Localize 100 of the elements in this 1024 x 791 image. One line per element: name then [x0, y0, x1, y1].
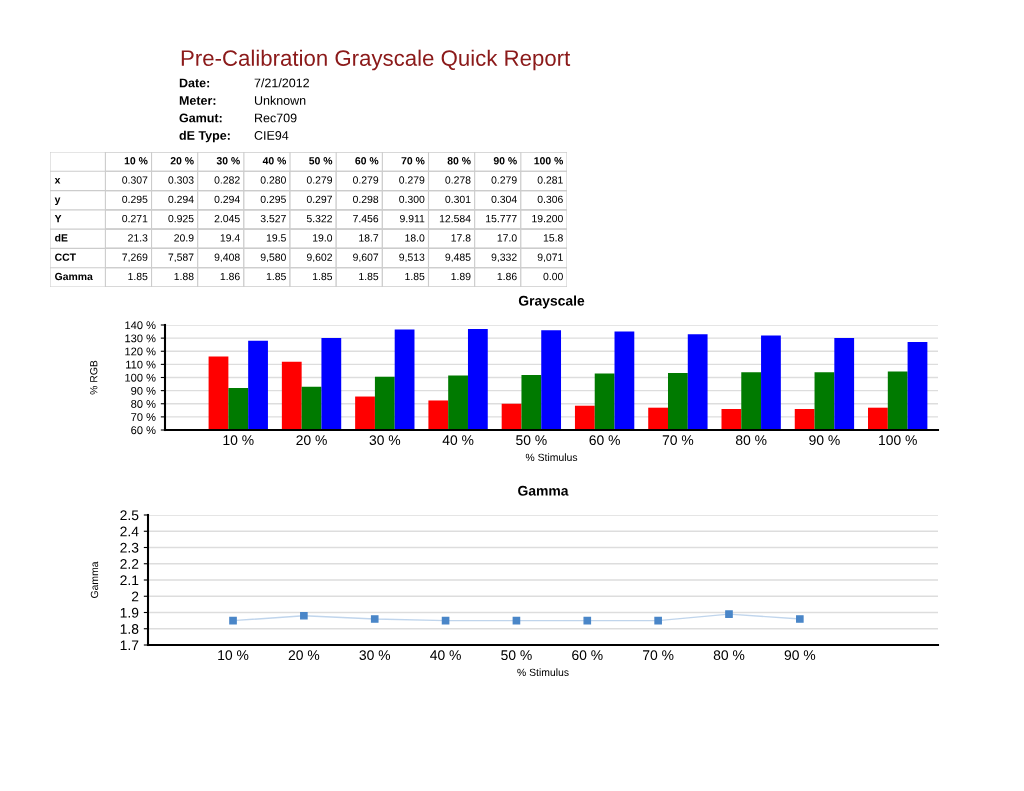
point: [583, 616, 592, 625]
data-label: 0.294: [168, 195, 194, 204]
x-tick-label: 90 %: [784, 650, 816, 661]
y-tick-label: 2.1: [120, 575, 139, 586]
data-label: 12.584: [439, 214, 471, 223]
data-label: 21.3: [128, 234, 148, 242]
data-label: 3.527: [260, 214, 286, 223]
data-label: 2.045: [214, 214, 240, 223]
point: [654, 616, 662, 625]
data-label: 1.89: [451, 272, 471, 281]
x-tick-label: 70 %: [643, 650, 674, 661]
data-label: 15.777: [486, 215, 517, 223]
y-tick-label: 2: [131, 591, 139, 602]
data-label: 20.9: [174, 234, 194, 242]
y-tick-label: 120 %: [125, 347, 156, 356]
x-tick-label: 20 %: [288, 650, 320, 661]
data-label: 7,269: [122, 253, 148, 263]
y-tick-label: y: [54, 197, 61, 206]
data-label: 0.279: [306, 176, 333, 184]
y-tick-label: 1.9: [120, 607, 139, 618]
data-label: 0.279: [399, 176, 425, 184]
data-label: 9,485: [445, 253, 471, 263]
data-label: 18.0: [405, 234, 425, 242]
point: [370, 615, 379, 623]
data-label: 1.86: [497, 272, 517, 281]
y-tick-label: dE: [55, 233, 68, 242]
text: dE Type: CIE94: [179, 130, 289, 143]
data-label: 0.279: [353, 176, 379, 184]
x-tick-label: 90 %: [493, 157, 517, 165]
x-tick-label: 40 %: [262, 157, 287, 165]
data-label: 17.0: [497, 234, 517, 242]
x-tick-label: 40 %: [430, 650, 461, 661]
y-tick-label: Y: [54, 215, 62, 223]
x-tick-label: 50 %: [501, 650, 532, 661]
y-tick-label: 2.3: [120, 542, 139, 553]
x-tick-label: 10 %: [124, 157, 148, 165]
data-label: 9,408: [214, 253, 240, 263]
x-tick-label: 20 %: [170, 157, 194, 165]
x-tick-label: 30 %: [359, 650, 391, 661]
data-label: 0.925: [168, 214, 194, 223]
chart-title: Grayscale: [518, 295, 585, 309]
x-tick-label: 90 %: [809, 435, 840, 446]
data-label: 0.280: [260, 176, 286, 184]
data-label: 0.303: [168, 176, 194, 184]
point: [300, 611, 308, 620]
data-label: 0.00: [543, 272, 563, 281]
y-tick-label: Gamma: [55, 272, 93, 281]
x-tick-label: 10 %: [223, 435, 254, 446]
data-label: 1.85: [266, 272, 286, 281]
x-tick-label: 60 %: [589, 435, 620, 446]
x-tick-label: 60 %: [355, 157, 379, 165]
data-label: 7.456: [353, 214, 379, 223]
x-tick-label: 60 %: [572, 650, 603, 661]
data-label: 0.271: [122, 214, 148, 223]
y-tick-label: 140 %: [125, 321, 156, 330]
data-label: 9,071: [537, 253, 563, 263]
x-tick-label: 30 %: [216, 157, 240, 165]
x-tick-label: 80 %: [447, 157, 471, 165]
data-label: 0.307: [122, 176, 148, 184]
y-tick-label: 110 %: [126, 360, 156, 369]
y-tick-label: 80 %: [131, 400, 156, 408]
data-label: 0.281: [537, 176, 563, 184]
x-tick-label: 20 %: [296, 435, 327, 446]
y-tick-label: 130 %: [125, 334, 156, 343]
data-label: 9,602: [306, 253, 332, 263]
x-tick-label: 10 %: [218, 650, 249, 661]
x-tick-label: 100 %: [879, 435, 917, 446]
data-label: 0.282: [214, 176, 240, 184]
data-label: 0.279: [491, 176, 517, 184]
data-label: 1.85: [359, 272, 379, 281]
data-label: 0.306: [537, 195, 563, 204]
x-tick-label: 30 %: [369, 435, 401, 446]
x-tick-label: 40 %: [442, 435, 474, 446]
y-tick-label: x: [54, 178, 61, 184]
data-label: 0.301: [445, 195, 471, 204]
x-tick-label: 50 %: [309, 157, 333, 165]
data-label: 19.0: [313, 234, 333, 242]
y-axis-title: Gamma: [90, 561, 99, 598]
text: Meter: Unknown: [179, 95, 306, 105]
data-label: 0.300: [399, 195, 425, 204]
x-tick-label: 80 %: [713, 650, 745, 661]
data-label: 1.86: [220, 272, 240, 281]
point: [229, 616, 237, 625]
chart-title: Pre-Calibration Grayscale Quick Report: [181, 49, 571, 71]
data-label: 1.85: [405, 272, 425, 281]
data-label: 19.4: [220, 234, 240, 242]
data-label: 9,607: [353, 253, 379, 263]
data-label: 5.322: [306, 214, 332, 223]
y-axis-title: % RGB: [90, 360, 98, 395]
x-tick-label: 50 %: [516, 435, 547, 446]
data-label: 9,580: [260, 253, 286, 263]
data-label: 9,332: [491, 253, 517, 263]
y-tick-label: 70 %: [131, 413, 156, 422]
data-label: 0.294: [214, 195, 240, 204]
x-tick-label: 70 %: [401, 157, 425, 165]
data-label: 17.8: [451, 234, 471, 242]
x-axis-title: % Stimulus: [517, 668, 569, 677]
data-label: 1.88: [174, 272, 194, 281]
data-label: 18.7: [359, 234, 379, 242]
x-tick-label: 70 %: [662, 435, 694, 446]
